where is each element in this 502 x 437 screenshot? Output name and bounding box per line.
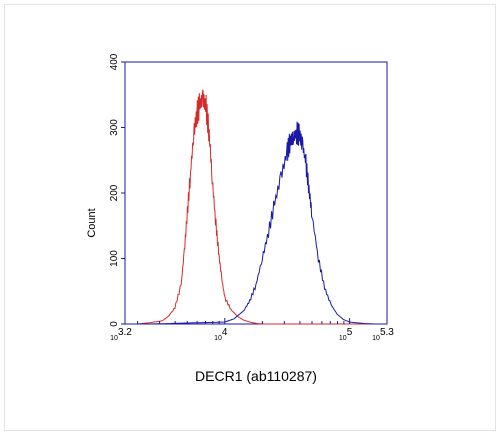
series-line-sample [125,121,387,325]
x-tick-label: 105.3 [372,327,394,342]
y-axis-ticks: 0 100 200 300 400 [109,53,125,327]
x-tick-label: 103.2 [110,327,132,342]
x-axis-label: DECR1 (ab110287) [195,368,317,384]
y-tick-label: 0 [109,321,120,327]
y-tick-label: 300 [109,119,120,136]
y-tick-label: 100 [109,250,120,267]
x-tick-label: 105 [339,327,353,342]
y-tick-label: 200 [109,184,120,201]
series-line-control [125,89,387,325]
x-axis-minor-ticks [137,318,351,324]
x-axis-ticks: 103.2 104 105 105.3 [110,327,394,342]
figure-frame [4,4,496,431]
y-axis-label: Count [86,208,98,237]
x-tick-label: 104 [214,327,228,342]
y-tick-label: 400 [109,53,120,70]
